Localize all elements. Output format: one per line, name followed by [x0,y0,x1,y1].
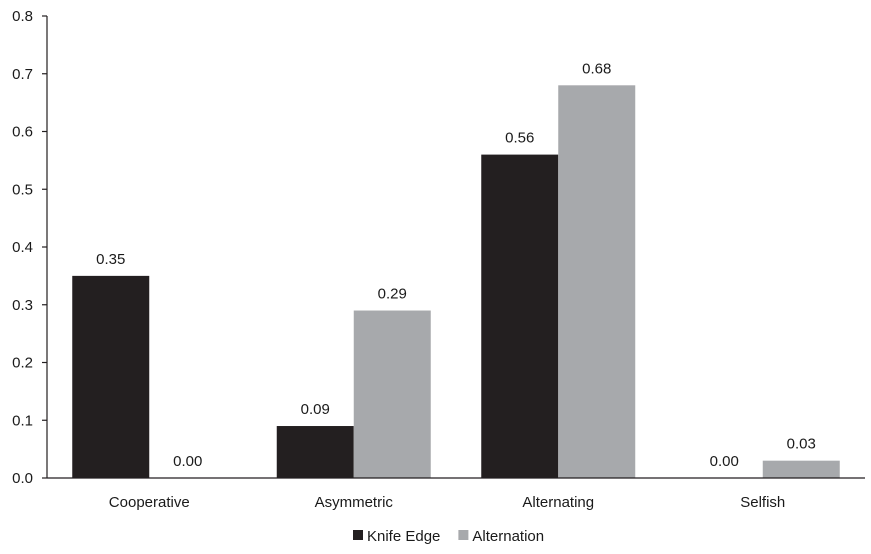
x-category-label: Selfish [740,494,785,511]
bar-knife-edge-asymmetric [277,426,354,478]
data-label: 0.35 [96,251,125,268]
bar-knife-edge-alternating [481,155,558,478]
legend-swatch [458,530,468,540]
y-tick-label: 0.6 [12,124,33,141]
legend: Knife Edge Alternation [353,528,544,545]
x-category-label: Asymmetric [315,494,394,511]
data-label: 0.00 [710,453,739,470]
x-category-label: Cooperative [109,494,190,511]
y-tick-label: 0.4 [12,239,33,256]
data-label: 0.56 [505,130,534,147]
data-labels: 0.35 0.00 0.09 0.29 0.56 0.68 0.00 0.03 [96,60,816,470]
data-label: 0.03 [787,436,816,453]
bar-alternation-asymmetric [354,311,431,478]
data-label: 0.00 [173,453,202,470]
data-label: 0.29 [378,286,407,303]
y-tick-label: 0.1 [12,412,33,429]
bar-knife-edge-cooperative [72,276,149,478]
x-axis-category-labels: Cooperative Asymmetric Alternating Selfish [109,494,785,511]
data-label: 0.68 [582,60,611,77]
data-label: 0.09 [301,401,330,418]
y-tick-label: 0.8 [12,8,33,25]
legend-label: Alternation [472,528,544,545]
bar-alternation-selfish [763,461,840,478]
bar-alternation-alternating [558,85,635,478]
legend-label: Knife Edge [367,528,440,545]
y-tick-label: 0.2 [12,355,33,372]
y-tick-label: 0.5 [12,181,33,198]
y-tick-label: 0.7 [12,66,33,83]
y-axis-ticks: 0.0 0.1 0.2 0.3 0.4 0.5 0.6 0.7 0.8 [12,8,47,487]
bars [72,85,840,478]
y-tick-label: 0.3 [12,297,33,314]
legend-swatch [353,530,363,540]
y-tick-label: 0.0 [12,470,33,487]
x-category-label: Alternating [522,494,594,511]
